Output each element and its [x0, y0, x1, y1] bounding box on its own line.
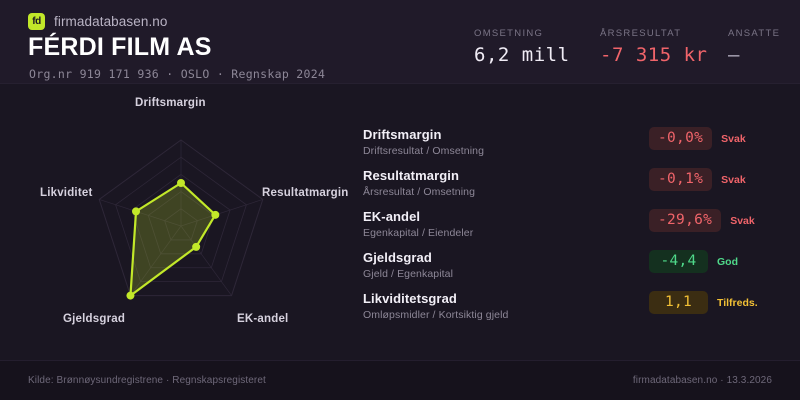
- stat-label: OMSETNING: [474, 28, 544, 39]
- metric-text: Gjeldsgrad Gjeld / Egenkapital: [363, 249, 649, 281]
- radar-chart-svg: [98, 139, 264, 300]
- status-badge: Svak: [721, 132, 746, 145]
- page-title: FÉRDI FILM AS: [28, 33, 212, 61]
- brand-name: firmadatabasen.no: [54, 14, 168, 29]
- metric-row: Driftsmargin Driftsresultat / Omsetning …: [363, 126, 783, 167]
- stat-value: –: [728, 44, 740, 66]
- metric-value-badge: -0,1%: [649, 168, 713, 191]
- metric-text: Likviditetsgrad Omløpsmidler / Kortsikti…: [363, 290, 649, 322]
- radar-axis-label-resultatmargin: Resultatmargin: [262, 187, 349, 199]
- stat-omsetning: OMSETNING 6,2 mill: [474, 28, 600, 66]
- radar-data-point: [177, 179, 185, 187]
- radar-data-point: [192, 242, 201, 251]
- stat-ansatte: ANSATTE –: [728, 28, 781, 66]
- header: fd firmadatabasen.no FÉRDI FILM AS Org.n…: [0, 0, 800, 84]
- status-badge: Svak: [730, 214, 755, 227]
- status-badge: Svak: [721, 173, 746, 186]
- radar-axis-label-gjeldsgrad: Gjeldsgrad: [63, 313, 126, 325]
- metric-right: -4,4 God: [649, 249, 783, 273]
- metric-text: Resultatmargin Årsresultat / Omsetning: [363, 167, 649, 199]
- radar-axis-label-driftsmargin: Driftsmargin: [135, 97, 206, 109]
- metric-row: Gjeldsgrad Gjeld / Egenkapital -4,4 God: [363, 249, 783, 290]
- metric-name: Resultatmargin: [363, 168, 460, 183]
- radar-grid-ring: [98, 139, 264, 297]
- metric-value-badge: -4,4: [649, 250, 708, 273]
- metrics-list: Driftsmargin Driftsresultat / Omsetning …: [363, 126, 783, 331]
- key-stats: OMSETNING 6,2 mill ÅRSRESULTAT -7 315 kr…: [474, 28, 781, 66]
- radar-axis-label-likviditet: Likviditet: [40, 187, 93, 199]
- radar-grid-ring: [147, 191, 215, 255]
- radar-series-points: [126, 179, 220, 300]
- stat-value: -7 315 kr: [600, 44, 708, 66]
- metric-text: Driftsmargin Driftsresultat / Omsetning: [363, 126, 649, 158]
- metric-right: -29,6% Svak: [649, 208, 783, 232]
- radar-series-area: [129, 181, 217, 297]
- radar-axis-spoke: [180, 199, 263, 227]
- stat-label: ANSATTE: [728, 28, 781, 39]
- metric-formula: Gjeld / Egenkapital: [363, 268, 454, 280]
- metric-right: 1,1 Tilfreds.: [649, 290, 783, 314]
- metric-name: EK-andel: [363, 209, 421, 224]
- status-badge: God: [717, 255, 738, 268]
- radar-data-point: [211, 210, 220, 219]
- metric-row: Resultatmargin Årsresultat / Omsetning -…: [363, 167, 783, 208]
- metric-name: Likviditetsgrad: [363, 291, 457, 306]
- company-meta: Org.nr 919 171 936 · OSLO · Regnskap 202…: [29, 67, 326, 81]
- radar-axis-spoke: [130, 225, 182, 296]
- radar-grid: [98, 139, 264, 297]
- metric-right: -0,1% Svak: [649, 167, 783, 191]
- brand[interactable]: fd firmadatabasen.no: [28, 13, 168, 30]
- metric-formula: Egenkapital / Eiendeler: [363, 227, 474, 239]
- radar-axis-label-ek-andel: EK-andel: [237, 313, 289, 325]
- status-badge: Tilfreds.: [717, 296, 758, 309]
- radar-grid-ring: [115, 156, 247, 283]
- footer-attribution: firmadatabasen.no · 13.3.2026: [632, 375, 772, 386]
- metric-value-badge: -29,6%: [649, 209, 722, 232]
- stat-arsresultat: ÅRSRESULTAT -7 315 kr: [600, 28, 728, 66]
- metric-formula: Årsresultat / Omsetning: [363, 186, 476, 198]
- footer-source: Kilde: Brønnøysundregistrene · Regnskaps…: [28, 375, 266, 386]
- metric-formula: Driftsresultat / Omsetning: [363, 145, 485, 157]
- radar-chart: Driftsmargin Resultatmargin EK-andel Gje…: [0, 84, 355, 360]
- radar-axis-spoke: [99, 199, 182, 227]
- radar-grid-ring: [131, 173, 231, 269]
- stat-label: ÅRSRESULTAT: [600, 28, 682, 39]
- metric-row: Likviditetsgrad Omløpsmidler / Kortsikti…: [363, 290, 783, 331]
- metric-value-badge: 1,1: [649, 291, 708, 314]
- metric-row: EK-andel Egenkapital / Eiendeler -29,6% …: [363, 208, 783, 249]
- footer: Kilde: Brønnøysundregistrene · Regnskaps…: [0, 360, 800, 400]
- metric-name: Driftsmargin: [363, 127, 442, 142]
- radar-axis-spoke: [180, 225, 232, 296]
- radar-data-point: [132, 207, 141, 216]
- radar-grid-ring: [164, 208, 198, 241]
- metric-name: Gjeldsgrad: [363, 250, 432, 265]
- metric-formula: Omløpsmidler / Kortsiktig gjeld: [363, 309, 509, 321]
- radar-data-point: [126, 291, 135, 300]
- metric-right: -0,0% Svak: [649, 126, 783, 150]
- stat-value: 6,2 mill: [474, 44, 570, 66]
- metric-text: EK-andel Egenkapital / Eiendeler: [363, 208, 649, 240]
- firmadatabasen-logo-icon: fd: [28, 13, 45, 30]
- metric-value-badge: -0,0%: [649, 127, 713, 150]
